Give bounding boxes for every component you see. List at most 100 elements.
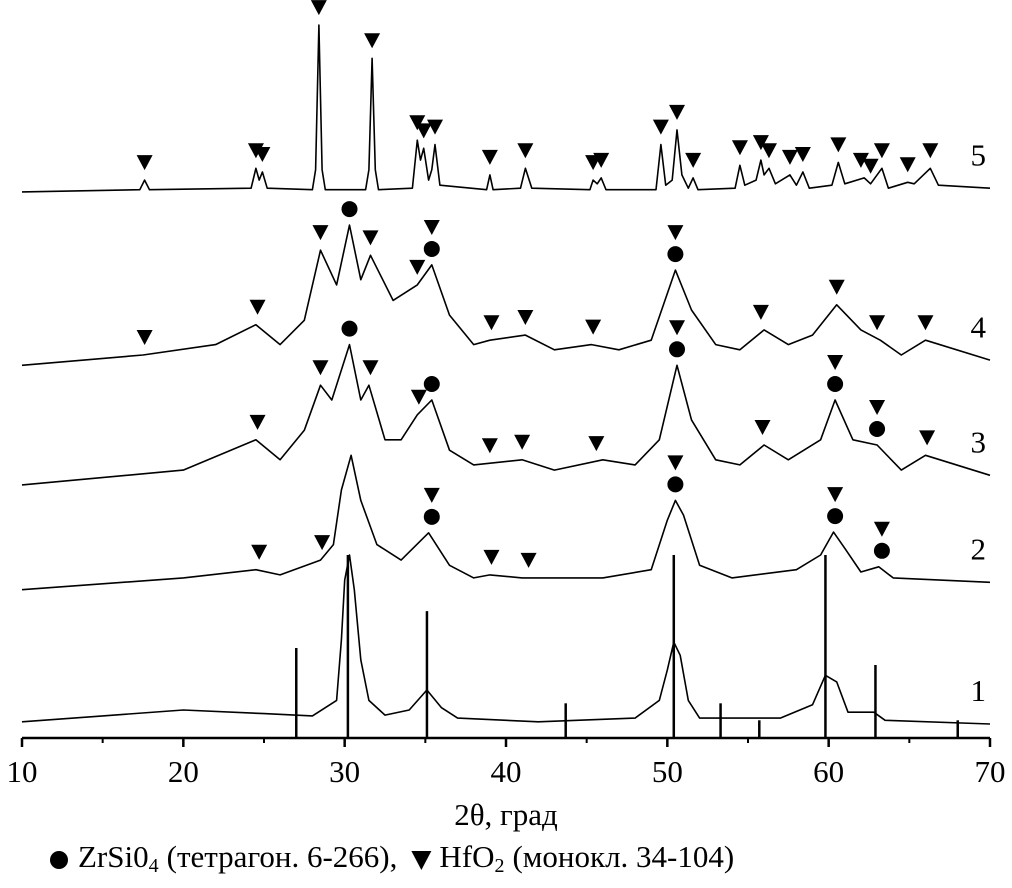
hfo2-marker <box>409 115 426 131</box>
legend-item: ZrSi04 (тетрагон. 6-266), <box>78 839 397 876</box>
zrsio4-marker <box>869 421 886 438</box>
hfo2-marker <box>410 389 427 405</box>
hfo2-marker <box>869 315 886 331</box>
pattern-line <box>21 554 991 725</box>
hfo2-marker <box>869 400 886 416</box>
hfo2-marker <box>919 430 936 446</box>
pattern-line <box>21 343 991 486</box>
hfo2-marker <box>362 230 379 246</box>
hfo2-marker <box>593 152 610 168</box>
pattern-label: 1 <box>971 673 987 708</box>
zrsio4-marker <box>827 375 844 392</box>
x-tick-label: 20 <box>168 754 199 789</box>
hfo2-marker <box>251 544 268 560</box>
x-tick-label: 70 <box>975 754 1006 789</box>
hfo2-marker <box>752 135 769 151</box>
hfo2-marker <box>754 420 771 436</box>
zrsio4-marker <box>341 320 358 337</box>
legend-sub: 2 <box>494 855 504 877</box>
legend-label: ZrSi0 <box>78 839 149 874</box>
hfo2-marker <box>731 140 748 156</box>
pattern-line <box>21 224 991 367</box>
hfo2-marker <box>760 143 777 159</box>
hfo2-marker <box>585 319 602 335</box>
pattern-line <box>21 454 991 591</box>
hfo2-marker <box>517 143 534 159</box>
hfo2-marker <box>415 123 432 139</box>
hfo2-marker <box>917 315 934 331</box>
hfo2-marker <box>312 225 329 241</box>
hfo2-marker <box>409 259 426 275</box>
pattern-label: 5 <box>971 137 987 172</box>
zrsio4-marker <box>423 240 440 257</box>
hfo2-marker <box>423 219 440 235</box>
hfo2-marker <box>520 552 537 568</box>
hfo2-marker <box>669 320 686 336</box>
zrsio4-marker <box>423 508 440 525</box>
legend-item: HfO2 (монокл. 34-104) <box>439 839 734 876</box>
hfo2-marker <box>873 143 890 159</box>
hfo2-marker <box>862 158 879 174</box>
hfo2-marker <box>364 33 381 49</box>
hfo2-marker <box>249 414 266 430</box>
hfo2-marker <box>652 119 669 135</box>
hfo2-marker <box>423 487 440 503</box>
hfo2-marker <box>828 279 845 295</box>
x-tick-label: 10 <box>7 754 38 789</box>
legend-note: (монокл. 34-104) <box>512 839 734 874</box>
hfo2-marker <box>481 149 498 165</box>
hfo2-marker <box>362 360 379 376</box>
zrsio4-marker <box>423 375 440 392</box>
hfo2-marker <box>249 299 266 315</box>
hfo2-marker <box>685 152 702 168</box>
hfo2-marker <box>781 149 798 165</box>
hfo2-marker <box>517 310 534 326</box>
hfo2-marker <box>873 521 890 537</box>
zrsio4-marker <box>667 476 684 493</box>
legend-symbol-triangle <box>411 851 432 870</box>
hfo2-marker <box>310 0 327 16</box>
hfo2-marker <box>254 146 271 162</box>
legend-note: (тетрагон. 6-266), <box>167 839 398 874</box>
pattern-line <box>21 24 991 193</box>
hfo2-marker <box>669 104 686 120</box>
hfo2-marker <box>794 146 811 162</box>
pattern-label: 2 <box>971 531 987 566</box>
x-tick-label: 50 <box>652 754 683 789</box>
zrsio4-marker <box>667 246 684 263</box>
pattern-label: 3 <box>971 424 987 459</box>
x-tick-label: 60 <box>813 754 844 789</box>
hfo2-marker <box>852 152 869 168</box>
legend-label: HfO <box>439 839 494 874</box>
hfo2-marker <box>667 225 684 241</box>
hfo2-marker <box>136 155 153 171</box>
hfo2-marker <box>830 137 847 153</box>
hfo2-marker <box>588 436 605 452</box>
hfo2-marker <box>312 360 329 376</box>
hfo2-marker <box>314 535 331 551</box>
hfo2-marker <box>827 354 844 370</box>
zrsio4-marker <box>873 542 890 559</box>
legend-symbol-circle <box>50 851 68 869</box>
zrsio4-marker <box>827 508 844 525</box>
legend-sub: 4 <box>149 855 159 877</box>
zrsio4-marker <box>341 201 358 218</box>
hfo2-marker <box>827 487 844 503</box>
hfo2-marker <box>899 157 916 173</box>
hfo2-marker <box>752 304 769 320</box>
x-tick-label: 30 <box>329 754 360 789</box>
hfo2-marker <box>483 549 500 565</box>
hfo2-marker <box>483 315 500 331</box>
hfo2-marker <box>136 329 153 345</box>
hfo2-marker <box>514 434 531 450</box>
x-axis-label: 2θ, град <box>454 797 558 832</box>
pattern-label: 4 <box>971 309 987 344</box>
hfo2-marker <box>667 455 684 471</box>
zrsio4-marker <box>669 341 686 358</box>
hfo2-marker <box>427 119 444 135</box>
hfo2-marker <box>481 438 498 454</box>
x-tick-label: 40 <box>491 754 522 789</box>
hfo2-marker <box>922 143 939 159</box>
